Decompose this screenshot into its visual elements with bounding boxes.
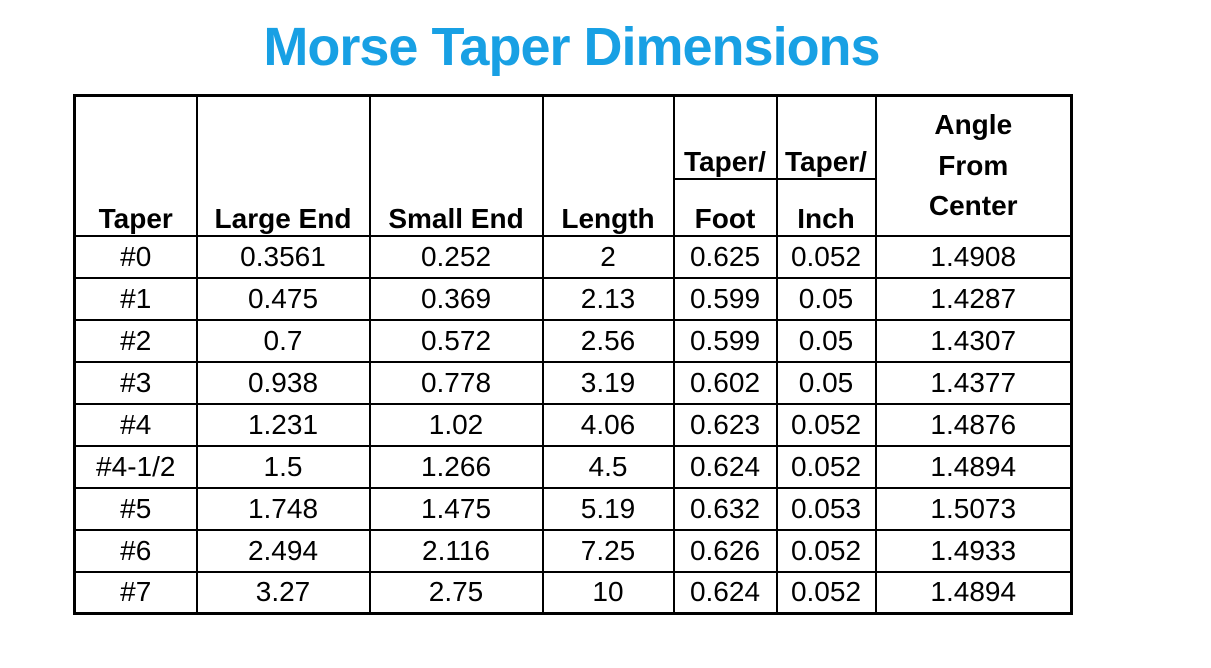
table-cell: 0.599	[672, 318, 778, 363]
table-cell: 3.19	[541, 360, 675, 405]
table-cell: 0.602	[672, 360, 778, 405]
table-header: Taper Large End Small End Length Taper/ …	[73, 94, 1073, 237]
table-cell: 0.05	[775, 276, 877, 321]
table-cell: 0.625	[672, 234, 778, 279]
table-cell: 0.624	[672, 570, 778, 615]
table-cell: #0	[73, 234, 198, 279]
table-cell: 1.475	[368, 486, 544, 531]
table-cell: 0.938	[195, 360, 371, 405]
table-cell: 2.116	[368, 528, 544, 573]
table-cell: 0.3561	[195, 234, 371, 279]
table-row: #6 2.494 2.116 7.25 0.626 0.052 1.4933	[73, 528, 1073, 573]
table-cell: 1.4377	[874, 360, 1073, 405]
table-row: #4-1/2 1.5 1.266 4.5 0.624 0.052 1.4894	[73, 444, 1073, 489]
column-header-angle-from-center: Angle From Center	[874, 94, 1073, 237]
table-cell: 3.27	[195, 570, 371, 615]
column-header-small-end: Small End	[368, 94, 544, 237]
table-row: #3 0.938 0.778 3.19 0.602 0.05 1.4377	[73, 360, 1073, 405]
table-cell: 1.4307	[874, 318, 1073, 363]
table-cell: 4.5	[541, 444, 675, 489]
table-cell: 0.632	[672, 486, 778, 531]
table-cell: 1.5	[195, 444, 371, 489]
table-cell: 2.75	[368, 570, 544, 615]
table-cell: 0.7	[195, 318, 371, 363]
table-body: #0 0.3561 0.252 2 0.625 0.052 1.4908 #1 …	[73, 234, 1073, 615]
table-cell: 0.052	[775, 402, 877, 447]
table-cell: 2.494	[195, 528, 371, 573]
table-row: #4 1.231 1.02 4.06 0.623 0.052 1.4876	[73, 402, 1073, 447]
table-row: #2 0.7 0.572 2.56 0.599 0.05 1.4307	[73, 318, 1073, 363]
table-cell: 0.05	[775, 360, 877, 405]
table-header-row-bottom: Foot Inch	[75, 177, 1072, 237]
table-cell: 1.4876	[874, 402, 1073, 447]
table-cell: 5.19	[541, 486, 675, 531]
table-row: #7 3.27 2.75 10 0.624 0.052 1.4894	[73, 570, 1073, 615]
table-cell: 0.052	[775, 444, 877, 489]
morse-taper-table: Taper Large End Small End Length Taper/ …	[73, 94, 1073, 616]
table-cell: #7	[73, 570, 198, 615]
table-cell: #3	[73, 360, 198, 405]
column-header-taper-per-foot-top: Taper/	[672, 94, 778, 180]
table-cell: 1.748	[195, 486, 371, 531]
table-cell: #5	[73, 486, 198, 531]
table-cell: 0.052	[775, 570, 877, 615]
table-cell: 0.052	[775, 234, 877, 279]
table-cell: 1.5073	[874, 486, 1073, 531]
table-row: #0 0.3561 0.252 2 0.625 0.052 1.4908	[73, 234, 1073, 279]
column-header-foot: Foot	[672, 177, 778, 237]
table-cell: 1.02	[368, 402, 544, 447]
table-cell: 1.266	[368, 444, 544, 489]
table-cell: 4.06	[541, 402, 675, 447]
table-row: #5 1.748 1.475 5.19 0.632 0.053 1.5073	[73, 486, 1073, 531]
table-cell: 0.778	[368, 360, 544, 405]
table-cell: 7.25	[541, 528, 675, 573]
table-cell: 2.56	[541, 318, 675, 363]
table-cell: 2	[541, 234, 675, 279]
page-title: Morse Taper Dimensions	[263, 17, 880, 77]
table-cell: 0.369	[368, 276, 544, 321]
table-cell: #4-1/2	[73, 444, 198, 489]
table-cell: 1.231	[195, 402, 371, 447]
table-cell: 0.252	[368, 234, 544, 279]
column-header-taper: Taper	[73, 94, 198, 237]
table-cell: 10	[541, 570, 675, 615]
table-cell: 0.626	[672, 528, 778, 573]
table-cell: 1.4894	[874, 444, 1073, 489]
table-row: #1 0.475 0.369 2.13 0.599 0.05 1.4287	[73, 276, 1073, 321]
table-header-row-top: Taper Large End Small End Length Taper/ …	[73, 94, 1073, 237]
table-cell: 1.4908	[874, 234, 1073, 279]
table-cell: 1.4287	[874, 276, 1073, 321]
table-cell: 0.599	[672, 276, 778, 321]
table-cell: 1.4894	[874, 570, 1073, 615]
table-cell: #6	[73, 528, 198, 573]
table-cell: #4	[73, 402, 198, 447]
table-cell: 0.05	[775, 318, 877, 363]
table-cell: 0.053	[775, 486, 877, 531]
table-cell: #1	[73, 276, 198, 321]
column-header-inch: Inch	[775, 177, 877, 237]
table-cell: 1.4933	[874, 528, 1073, 573]
table-cell: 2.13	[541, 276, 675, 321]
table-cell: #2	[73, 318, 198, 363]
column-header-taper-per-inch-top: Taper/	[775, 94, 877, 180]
column-header-length: Length	[541, 94, 675, 237]
table-cell: 0.623	[672, 402, 778, 447]
table-cell: 0.624	[672, 444, 778, 489]
column-header-large-end: Large End	[195, 94, 371, 237]
table-cell: 0.572	[368, 318, 544, 363]
table-cell: 0.052	[775, 528, 877, 573]
table-cell: 0.475	[195, 276, 371, 321]
